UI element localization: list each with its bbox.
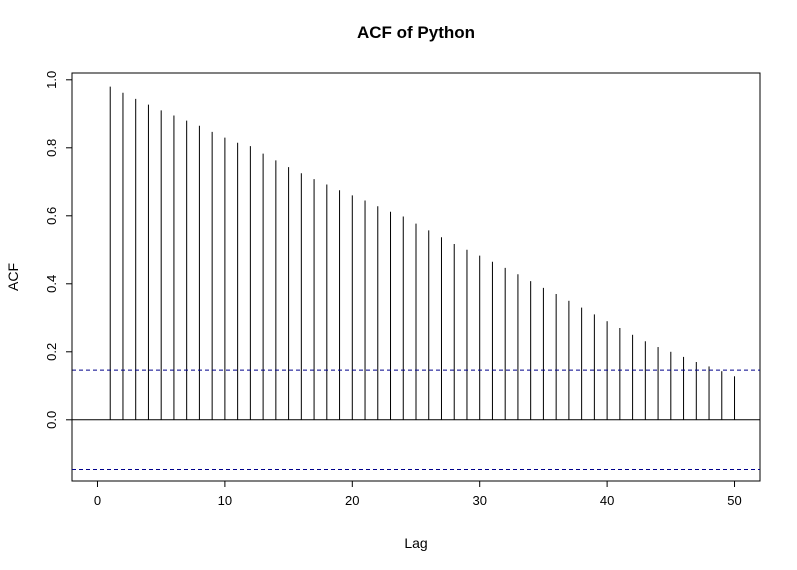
y-tick-label-5: 1.0 [44,71,59,89]
confidence-bounds [72,369,760,470]
y-tick-label-2: 0.4 [44,275,59,293]
y-tick-label-0: 0.0 [44,411,59,429]
chart-title: ACF of Python [357,23,475,42]
x-axis-label: Lag [404,535,427,551]
x-tick-label-10: 10 [218,493,232,508]
y-tick-label-3: 0.6 [44,207,59,225]
y-tick-label-1: 0.2 [44,343,59,361]
y-axis: 0.0 0.2 0.4 0.6 0.8 1.0 [44,71,73,429]
x-tick-label-40: 40 [600,493,614,508]
x-axis: 0 10 20 30 40 50 [94,480,742,508]
x-tick-label-30: 30 [472,493,486,508]
acf-bars [109,86,736,420]
y-tick-label-4: 0.8 [44,139,59,157]
y-axis-label: ACF [5,263,21,291]
x-tick-label-50: 50 [727,493,741,508]
x-tick-label-20: 20 [345,493,359,508]
x-tick-label-0: 0 [94,493,101,508]
